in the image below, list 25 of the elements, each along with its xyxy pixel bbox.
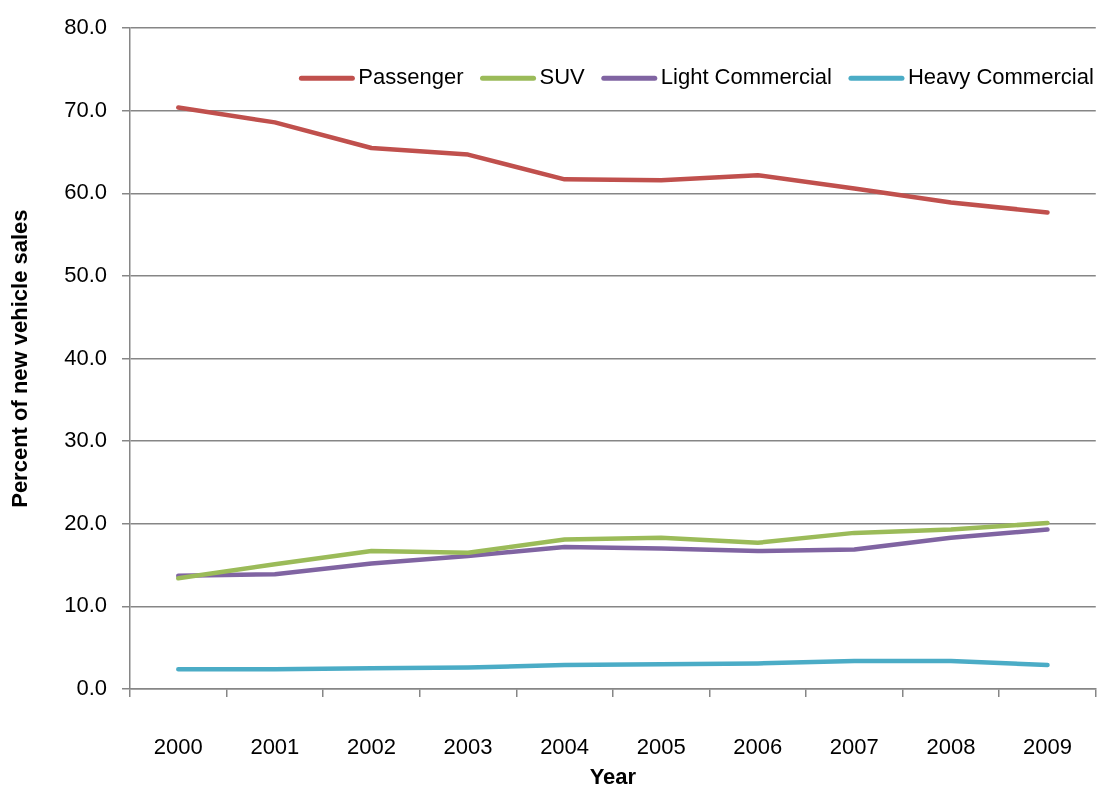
y-tick-label: 50.0 bbox=[64, 262, 107, 288]
legend-label: Passenger bbox=[358, 64, 464, 90]
x-tick-label: 2006 bbox=[733, 734, 783, 760]
y-tick-label: 40.0 bbox=[64, 344, 107, 370]
x-tick-label: 2004 bbox=[540, 734, 590, 760]
legend-label: Light Commercial bbox=[660, 64, 832, 90]
x-axis-title: Year bbox=[589, 763, 637, 789]
y-tick-label: 20.0 bbox=[64, 509, 107, 535]
y-tick-label: 80.0 bbox=[64, 14, 107, 40]
x-tick-label: 2007 bbox=[829, 734, 879, 760]
x-tick-label: 2005 bbox=[636, 734, 686, 760]
x-tick-label: 2000 bbox=[153, 734, 203, 760]
x-tick-label: 2008 bbox=[926, 734, 976, 760]
x-tick-label: 2003 bbox=[443, 734, 493, 760]
y-axis-title: Percent of new vehicle sales bbox=[7, 209, 33, 508]
x-tick-label: 2001 bbox=[250, 734, 300, 760]
legend-label: SUV bbox=[539, 64, 586, 90]
y-tick-label: 10.0 bbox=[64, 592, 107, 618]
y-tick-label: 0.0 bbox=[76, 675, 107, 701]
legend-label: Heavy Commercial bbox=[907, 64, 1094, 90]
y-tick-label: 70.0 bbox=[64, 96, 107, 122]
x-tick-label: 2009 bbox=[1023, 734, 1072, 760]
y-tick-label: 30.0 bbox=[64, 427, 107, 453]
y-tick-label: 60.0 bbox=[64, 179, 107, 205]
x-tick-label: 2002 bbox=[346, 734, 396, 760]
